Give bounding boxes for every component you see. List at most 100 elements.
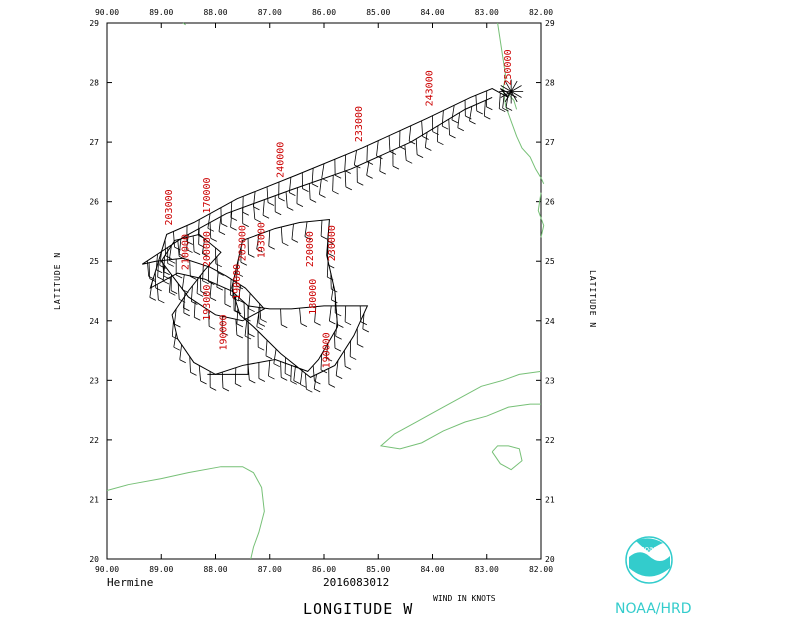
wind-barb-flag: [336, 376, 342, 379]
wind-barb-flag: [259, 323, 265, 326]
wind-barb-staff: [281, 361, 282, 377]
wind-barb-flag: [237, 324, 243, 327]
wind-barb-flag: [261, 319, 267, 322]
wind-barb-flag: [203, 281, 209, 284]
wind-barb-staff: [458, 113, 460, 128]
wind-barb-staff: [294, 365, 296, 380]
wind-barb-staff: [281, 309, 282, 325]
lat-tick-label-right: 25: [545, 257, 555, 266]
wind-barb-staff: [178, 284, 179, 300]
time-label: 240000: [275, 142, 286, 178]
axis-ticks: 90.0090.0089.0089.0088.0088.0087.0087.00…: [89, 8, 554, 574]
wind-barb-flag: [169, 292, 175, 295]
y-axis-title-left: LATITUDE N: [53, 252, 62, 310]
wind-barb-flag: [171, 291, 177, 294]
lat-tick-label-left: 27: [89, 138, 99, 147]
wind-barb-flag: [333, 191, 339, 194]
wind-barb-flag: [452, 120, 458, 123]
wind-barb-staff: [266, 340, 267, 356]
lon-tick-label-top: 86.00: [312, 8, 336, 17]
lat-tick-label-right: 26: [545, 198, 555, 207]
wind-barb-flag: [281, 377, 287, 380]
wind-barb-flag: [297, 204, 303, 207]
wind-barb-flag: [289, 193, 295, 196]
wind-barb-staff: [452, 105, 454, 120]
wind-barb-staff: [499, 93, 500, 109]
wind-barb-staff: [263, 200, 264, 216]
wind-barb-flag: [263, 215, 269, 218]
time-label: 180000: [308, 279, 319, 315]
time-label: 233000: [354, 106, 365, 142]
wind-barb-flag: [357, 182, 363, 185]
wind-barb-staff: [172, 321, 173, 337]
lat-tick-label-right: 27: [545, 138, 555, 147]
wind-barb-staff: [442, 110, 443, 126]
wind-barb-flag: [425, 148, 431, 151]
wind-barb-staff: [484, 100, 485, 116]
wind-barb-flag: [255, 219, 261, 222]
wind-barb-flag: [337, 325, 343, 328]
lon-tick-label-top: 87.00: [258, 8, 282, 17]
wind-barb-staff: [449, 119, 450, 135]
lat-tick-label-right: 24: [545, 317, 555, 326]
wind-barb-flag: [300, 384, 306, 387]
wind-barb-flag: [268, 203, 274, 206]
wind-barb-flag: [282, 243, 288, 246]
wind-barb-flag: [235, 384, 241, 387]
noaa-hrd-label: NOAA/HRD: [615, 601, 692, 617]
wind-barb-staff: [292, 224, 294, 239]
wind-barb-flag: [335, 175, 341, 178]
wind-barb-staff: [244, 302, 245, 318]
wind-barb-flag: [380, 171, 386, 174]
wind-barb-flag: [209, 326, 215, 329]
wind-barb-flag: [217, 287, 223, 290]
wind-barb-staff: [344, 351, 345, 367]
wind-units: WIND IN KNOTS: [433, 594, 496, 603]
wind-barb-flag: [363, 329, 369, 332]
wind-barb-staff: [360, 306, 361, 322]
wind-barb-flag: [477, 111, 483, 114]
wind-barb-flag: [274, 364, 280, 367]
wind-barb-staff: [300, 369, 302, 384]
storm-name: Hermine: [107, 576, 153, 589]
wind-barb-staff: [208, 214, 210, 229]
wind-barb-flag: [350, 357, 356, 360]
wind-barb-staff: [345, 155, 346, 171]
wind-barb-flag: [281, 325, 287, 328]
wind-barb-flag: [312, 184, 318, 187]
coast-segment: [498, 23, 544, 184]
wind-barb-flag: [292, 239, 298, 242]
wind-barb-flag: [279, 198, 285, 201]
wind-barb-flag: [450, 135, 456, 138]
time-label: 193000: [202, 285, 213, 321]
lon-tick-label-bottom: 90.00: [95, 565, 119, 574]
lat-tick-label-left: 28: [89, 79, 99, 88]
time-label: 190000: [232, 264, 243, 300]
wind-barb-flag: [335, 348, 341, 351]
lat-tick-label-left: 21: [89, 495, 99, 504]
wind-barb-flag: [301, 324, 307, 327]
wind-barb-staff: [313, 365, 314, 381]
wind-barb-staff: [319, 179, 321, 194]
wind-barb-flag: [249, 309, 255, 312]
wind-barb-flag: [315, 322, 321, 325]
wind-barb-flag: [210, 387, 216, 390]
time-label: 220000: [305, 231, 316, 267]
time-label: 203000: [164, 189, 175, 225]
lon-tick-label-bottom: 86.00: [312, 565, 336, 574]
wind-barb-flag: [249, 334, 255, 337]
wind-barb-staff: [334, 332, 335, 348]
wind-barb-flag: [166, 256, 172, 259]
y-axis-title-right: LATITUDE N: [588, 270, 597, 328]
lon-tick-label-top: 88.00: [203, 8, 227, 17]
lon-tick-label-top: 82.00: [529, 8, 553, 17]
time-label: 190000: [218, 314, 229, 350]
wind-barb-staff: [190, 357, 191, 373]
wind-barb-flag: [458, 128, 464, 131]
wind-barb-flag: [367, 162, 373, 165]
wind-barb-staff: [219, 217, 221, 232]
wind-barb-flag: [329, 321, 335, 324]
wind-barb-staff: [300, 308, 301, 324]
wind-barb-staff: [180, 345, 182, 360]
